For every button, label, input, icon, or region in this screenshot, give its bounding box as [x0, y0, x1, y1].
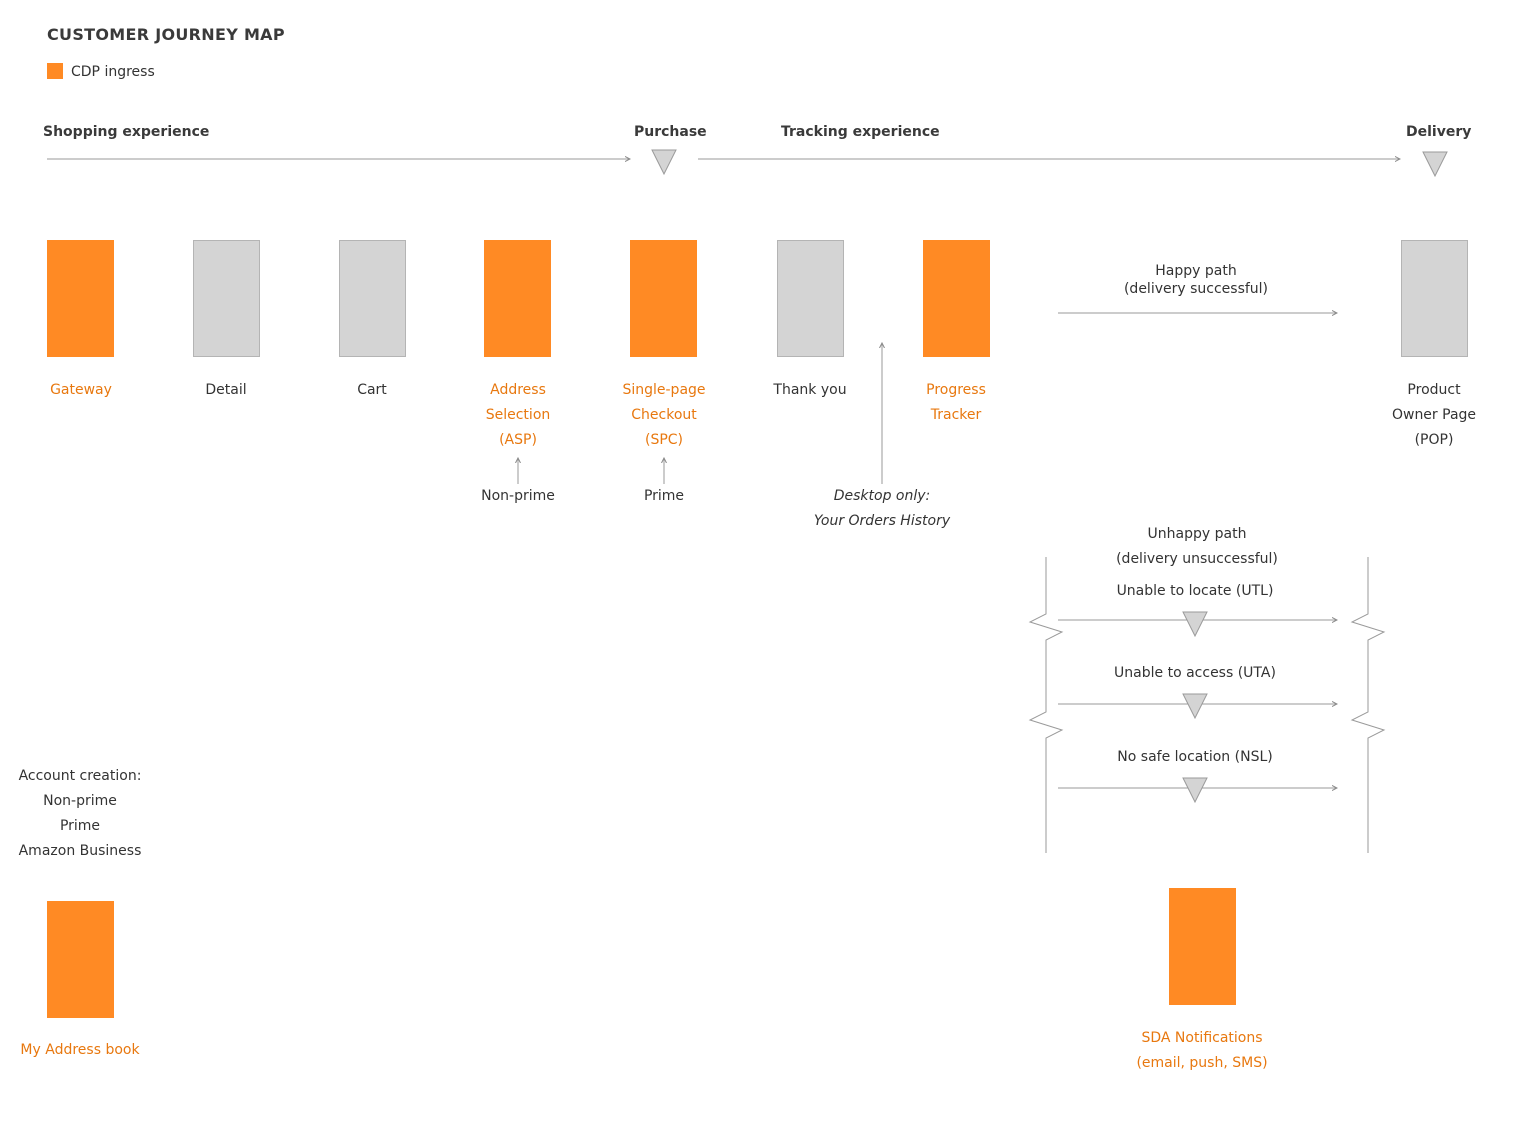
- delivery-milestone-icon: [1422, 151, 1448, 178]
- uta-milestone-icon: [1182, 693, 1208, 720]
- nsl-label: No safe location (NSL): [1117, 749, 1273, 765]
- unhappy-right-break-line: [1350, 557, 1386, 853]
- address-book-box: [47, 901, 114, 1018]
- asp-box: [484, 240, 551, 357]
- sda-notifications-box: [1169, 888, 1236, 1005]
- phase-delivery: Delivery: [1406, 124, 1472, 140]
- gateway-box: [47, 240, 114, 357]
- utl-milestone-icon: [1182, 611, 1208, 638]
- legend-label: CDP ingress: [71, 64, 155, 80]
- account-creation-label: Account creation: Non-prime Prime Amazon…: [18, 768, 142, 859]
- pop-label: Product Owner Page (POP): [1391, 382, 1477, 448]
- uta-label: Unable to access (UTA): [1114, 665, 1276, 681]
- prime-label: Prime: [643, 488, 685, 504]
- progress-tracker-label: Progress Tracker: [926, 382, 986, 423]
- spc-label: Single-page Checkout (SPC): [622, 382, 706, 448]
- phase-purchase: Purchase: [634, 124, 707, 140]
- spc-box: [630, 240, 697, 357]
- cart-label: Cart: [357, 382, 387, 398]
- pop-box: [1401, 240, 1468, 357]
- address-book-label: My Address book: [20, 1042, 140, 1058]
- purchase-milestone-icon: [651, 149, 677, 176]
- phase-shopping: Shopping experience: [43, 124, 210, 140]
- unhappy-left-break-line: [1028, 557, 1064, 853]
- thank-you-label: Thank you: [773, 382, 847, 398]
- detail-box: [193, 240, 260, 357]
- thank-you-box: [777, 240, 844, 357]
- page-title: CUSTOMER JOURNEY MAP: [47, 25, 285, 44]
- cart-box: [339, 240, 406, 357]
- progress-tracker-box: [923, 240, 990, 357]
- utl-label: Unable to locate (UTL): [1116, 583, 1274, 599]
- desktop-orders-label: Desktop only: Your Orders History: [813, 488, 951, 529]
- happy-path-label: Happy path (delivery successful): [1123, 263, 1269, 297]
- legend-swatch: [47, 63, 63, 79]
- non-prime-label: Non-prime: [481, 488, 555, 504]
- detail-label: Detail: [205, 382, 247, 398]
- gateway-label: Gateway: [50, 382, 112, 398]
- sda-notifications-label: SDA Notifications (email, push, SMS): [1136, 1030, 1268, 1071]
- unhappy-path-label: Unhappy path (delivery unsuccessful): [1116, 526, 1278, 567]
- phase-tracking: Tracking experience: [781, 124, 940, 140]
- nsl-milestone-icon: [1182, 777, 1208, 804]
- asp-label: Address Selection (ASP): [485, 382, 551, 448]
